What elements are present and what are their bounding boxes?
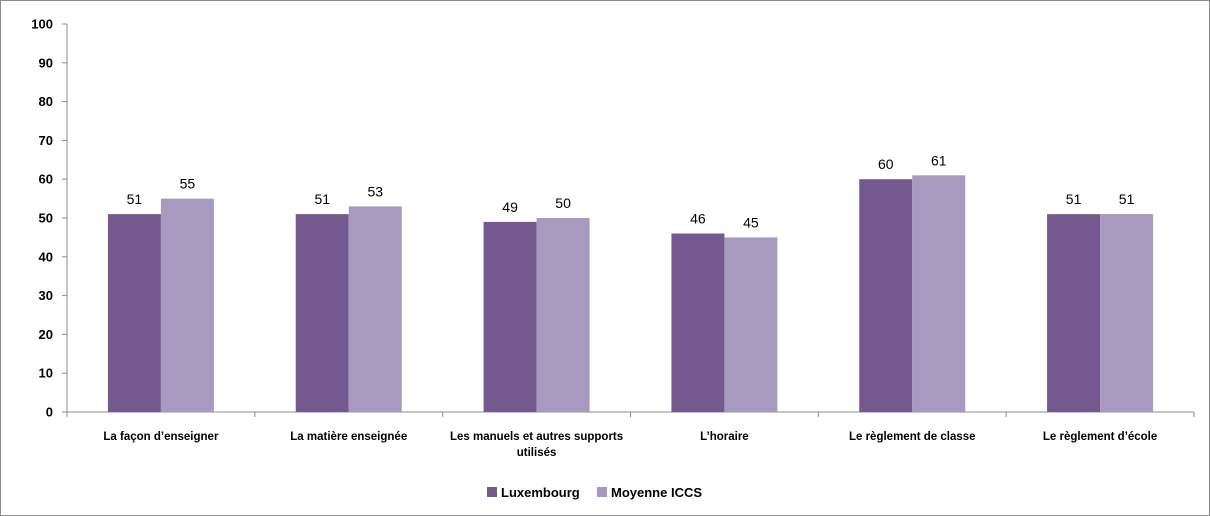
bar	[107, 214, 161, 412]
data-label: 61	[931, 152, 947, 168]
bar	[536, 218, 590, 412]
y-tick-label: 80	[39, 94, 53, 109]
x-tick-label: Les manuels et autres supports	[450, 431, 623, 443]
x-tick-label: L’horaire	[700, 431, 749, 443]
bar	[1100, 214, 1154, 412]
bar	[912, 175, 966, 412]
data-label: 46	[690, 211, 706, 227]
data-label: 50	[555, 195, 571, 211]
data-label: 51	[314, 191, 330, 207]
bar	[160, 198, 214, 412]
y-tick-label: 90	[39, 55, 53, 70]
data-label: 51	[1119, 191, 1135, 207]
legend-label: Luxembourg	[501, 485, 580, 500]
data-label: 51	[1066, 191, 1082, 207]
y-tick-label: 10	[39, 366, 53, 381]
y-tick-label: 40	[39, 249, 53, 264]
y-tick-label: 20	[39, 327, 53, 342]
y-tick-label: 0	[46, 405, 53, 420]
data-label: 60	[878, 156, 894, 172]
data-label: 45	[743, 214, 759, 230]
x-tick-label: Le règlement d’école	[1043, 431, 1157, 443]
bar	[483, 221, 537, 412]
x-tick-label: utilisés	[517, 447, 557, 459]
bar	[295, 214, 349, 412]
bar	[1047, 214, 1101, 412]
x-tick-label: La façon d’enseigner	[103, 431, 219, 443]
legend-label: Moyenne ICCS	[611, 485, 702, 500]
bar	[859, 179, 913, 412]
bar	[724, 237, 778, 412]
bar	[348, 206, 402, 412]
legend-swatch	[487, 487, 497, 497]
legend-swatch	[597, 487, 607, 497]
x-tick-label: Le règlement de classe	[849, 431, 976, 443]
data-label: 55	[180, 176, 196, 192]
y-tick-label: 50	[39, 211, 53, 226]
y-tick-label: 70	[39, 133, 53, 148]
y-tick-label: 100	[31, 17, 53, 32]
x-tick-label: La matière enseignée	[290, 431, 407, 443]
data-label: 49	[502, 199, 518, 215]
data-label: 51	[127, 191, 143, 207]
data-label: 53	[367, 183, 383, 199]
y-tick-label: 60	[39, 172, 53, 187]
y-tick-label: 30	[39, 288, 53, 303]
bar	[671, 233, 725, 412]
